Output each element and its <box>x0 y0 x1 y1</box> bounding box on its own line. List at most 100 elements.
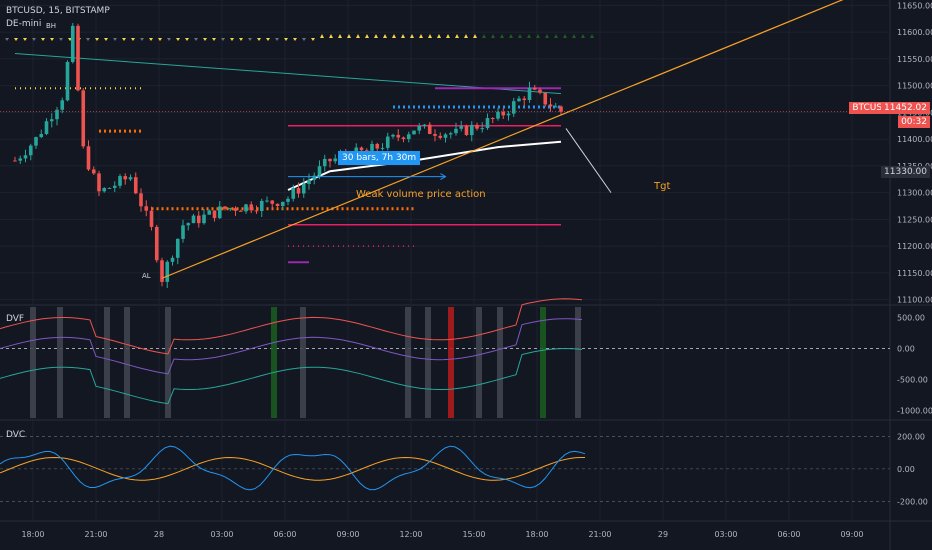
candle-body <box>553 106 558 108</box>
candle-body <box>385 136 390 148</box>
candle-body <box>380 147 385 149</box>
indicator-title[interactable]: DE-mini <box>6 19 42 29</box>
signal-triangle <box>248 38 252 41</box>
dvc-tick-label: 0.00 <box>897 465 915 474</box>
candle-body <box>480 128 485 130</box>
signal-triangle <box>536 34 540 38</box>
signal-triangle <box>275 38 279 41</box>
candle-body <box>18 158 23 161</box>
dvf-highlight-bar <box>165 307 171 418</box>
candle-body <box>28 145 33 156</box>
signal-triangle <box>203 38 207 41</box>
candle-body <box>485 118 490 129</box>
candle-body <box>317 166 322 176</box>
time-tick-label: 18:00 <box>525 530 548 539</box>
signal-triangle <box>131 38 135 41</box>
grid-lines <box>0 0 890 521</box>
signal-triangle <box>392 34 396 38</box>
candle-body <box>270 200 275 204</box>
time-tick-label: 03:00 <box>714 530 737 539</box>
candle-body <box>118 176 122 186</box>
candle-body <box>112 185 117 188</box>
dvf-highlight-bar <box>476 307 482 418</box>
signal-triangle <box>230 38 234 41</box>
signal-triangle <box>401 34 405 38</box>
candle-body <box>469 124 474 136</box>
candle-body <box>501 111 506 116</box>
signal-triangle <box>149 38 153 41</box>
trendline <box>161 0 844 279</box>
signal-triangle <box>167 38 171 41</box>
candlestick-series <box>13 23 563 289</box>
measure-arrow <box>440 173 447 181</box>
price-tick-label: 11250.00 <box>897 215 932 224</box>
signal-triangle <box>320 34 324 38</box>
candle-body <box>496 111 500 119</box>
signal-triangle <box>446 34 450 38</box>
dvc-signal-line <box>0 456 585 481</box>
measure-label[interactable]: 30 bars, 7h 30m <box>338 151 421 165</box>
dvf-highlight-bar <box>425 307 431 418</box>
candle-body <box>81 90 86 147</box>
candle-body <box>475 124 479 129</box>
signal-triangle <box>563 34 567 38</box>
signal-triangle <box>212 38 216 41</box>
candle-body <box>55 109 59 120</box>
chart-legend: BTCUSD, 15, BITSTAMP DE-mini <box>6 5 110 31</box>
time-tick-label: 28 <box>154 530 164 539</box>
target-label[interactable]: Tgt <box>654 181 671 192</box>
volume-note[interactable]: Weak volume price action <box>356 189 486 200</box>
candle-body <box>417 125 422 131</box>
candle-body <box>217 206 222 219</box>
dvf-line <box>0 318 583 375</box>
candle-body <box>406 134 411 140</box>
signal-triangle <box>140 38 144 41</box>
price-tick-label: 11600.00 <box>897 28 932 37</box>
candle-body <box>307 179 311 184</box>
target-line <box>565 128 612 193</box>
candle-body <box>70 25 75 63</box>
signal-triangle <box>311 38 315 41</box>
dvf-pane-label[interactable]: DVF <box>6 314 25 324</box>
candle-body <box>275 203 280 207</box>
candle-body <box>196 215 201 224</box>
candle-body <box>34 137 38 146</box>
candle-body <box>364 150 369 152</box>
candle-body <box>49 119 54 122</box>
candle-body <box>291 188 296 199</box>
candle-body <box>312 175 317 180</box>
candle-body <box>532 87 537 90</box>
candle-body <box>165 261 170 282</box>
candle-body <box>396 134 401 138</box>
dvf-upper-band <box>0 298 583 355</box>
candle-body <box>233 208 238 211</box>
candle-body <box>170 257 175 262</box>
signal-triangle <box>23 38 27 41</box>
candle-body <box>391 134 395 137</box>
signal-triangle <box>509 34 513 38</box>
candle-body <box>128 177 133 180</box>
candle-body <box>296 188 301 194</box>
dvf-tick-label: -500.00 <box>897 376 928 385</box>
candle-body <box>228 208 233 210</box>
signal-triangle <box>176 38 180 41</box>
candle-body <box>422 124 427 126</box>
candle-body <box>543 92 548 105</box>
time-tick-label: 06:00 <box>777 530 800 539</box>
price-tick-label: 11650.00 <box>897 1 932 10</box>
signal-triangle <box>293 38 297 41</box>
signal-triangle <box>545 34 549 38</box>
candle-body <box>97 173 101 192</box>
signal-triangle <box>239 38 243 41</box>
signal-triangle <box>527 34 531 38</box>
signal-triangle <box>104 38 108 41</box>
symbol-title[interactable]: BTCUSD, 15, BITSTAMP <box>6 6 110 16</box>
candle-body <box>44 121 49 134</box>
time-tick-label: 21:00 <box>84 530 107 539</box>
candle-body <box>370 143 374 151</box>
dvc-pane-label[interactable]: DVC <box>6 430 26 440</box>
candle-body <box>186 223 191 226</box>
signal-triangle <box>473 34 477 38</box>
dvf-indicator <box>0 298 890 418</box>
